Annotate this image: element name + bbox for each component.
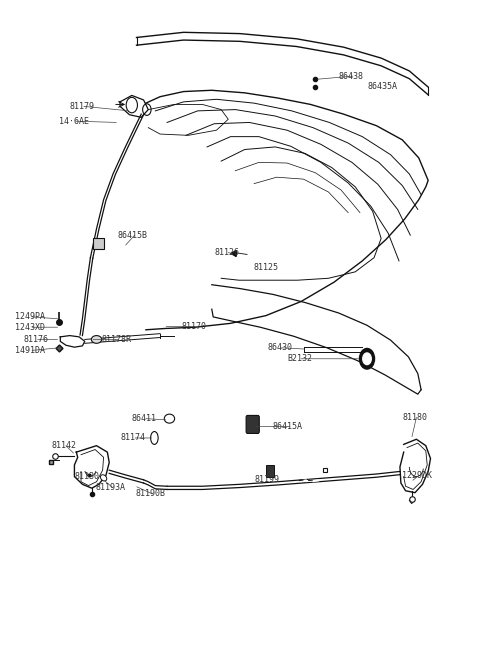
Ellipse shape <box>100 475 107 481</box>
Text: 1249PA: 1249PA <box>15 313 45 321</box>
Text: 81174: 81174 <box>121 434 146 442</box>
Text: 81193A: 81193A <box>96 483 126 492</box>
Text: 81170: 81170 <box>181 322 206 331</box>
Ellipse shape <box>164 414 175 423</box>
Ellipse shape <box>91 336 102 344</box>
Text: 81199: 81199 <box>254 475 279 484</box>
Text: 81142: 81142 <box>52 442 77 450</box>
Circle shape <box>360 348 374 369</box>
Text: 86411: 86411 <box>132 414 157 423</box>
Text: 1491DA: 1491DA <box>15 346 45 355</box>
Ellipse shape <box>151 432 158 444</box>
Text: 81125: 81125 <box>253 263 278 272</box>
FancyBboxPatch shape <box>266 465 275 476</box>
FancyBboxPatch shape <box>246 415 259 434</box>
Text: B2132: B2132 <box>287 354 312 363</box>
Text: 1229DK: 1229DK <box>402 471 432 480</box>
Text: 86438: 86438 <box>339 72 364 81</box>
Text: 81190B: 81190B <box>135 489 166 499</box>
Text: 81176: 81176 <box>24 335 48 344</box>
Circle shape <box>363 353 371 365</box>
Text: 81178R: 81178R <box>101 335 131 344</box>
Text: 81126: 81126 <box>214 248 239 257</box>
Text: 81179: 81179 <box>70 102 95 111</box>
Text: 86415B: 86415B <box>118 231 148 240</box>
Text: 86415A: 86415A <box>273 422 303 431</box>
Text: 81130: 81130 <box>74 472 99 481</box>
Text: 14·6AE: 14·6AE <box>59 117 89 125</box>
Text: 86430: 86430 <box>267 344 292 352</box>
Text: 1243XD: 1243XD <box>15 323 45 332</box>
Text: 86435A: 86435A <box>367 82 397 91</box>
Text: 81180: 81180 <box>402 413 427 422</box>
FancyBboxPatch shape <box>93 238 104 249</box>
